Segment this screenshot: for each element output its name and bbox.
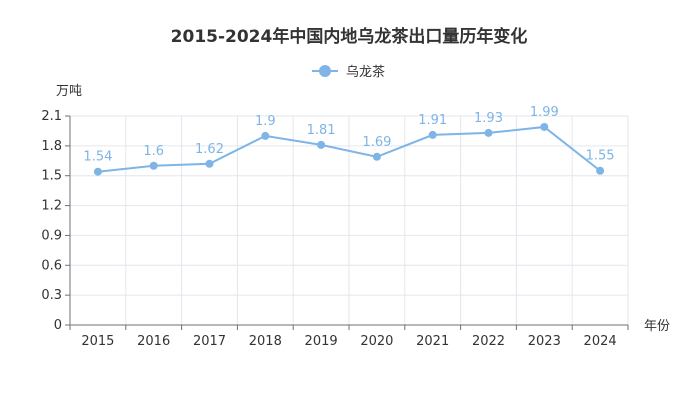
x-tick-label: 2016 (137, 334, 170, 349)
x-tick-label: 2017 (193, 334, 226, 349)
series-line (97, 125, 601, 173)
data-label: 1.81 (307, 123, 336, 138)
data-point[interactable] (93, 167, 102, 176)
x-tick-label: 2020 (360, 334, 393, 349)
y-tick-label: 0.9 (41, 228, 62, 243)
data-label: 1.91 (418, 113, 447, 128)
data-label: 1.62 (195, 142, 224, 157)
y-tick-label: 2.1 (41, 109, 62, 124)
data-point[interactable] (596, 166, 605, 175)
data-point[interactable] (428, 130, 437, 139)
chart-title: 2015-2024年中国内地乌龙茶出口量历年变化 (171, 26, 528, 47)
y-tick-label: 1.8 (41, 139, 62, 154)
x-tick-label: 2023 (528, 334, 561, 349)
x-tick-label: 2018 (249, 334, 282, 349)
data-point[interactable] (261, 131, 270, 140)
data-label: 1.69 (362, 135, 391, 150)
y-tick-label: 0.6 (41, 258, 62, 273)
legend-marker-icon (319, 65, 331, 77)
data-point[interactable] (205, 159, 214, 168)
x-tick-label: 2015 (81, 334, 114, 349)
data-label: 1.55 (586, 149, 615, 164)
data-point[interactable] (540, 122, 549, 131)
x-tick-label: 2021 (416, 334, 449, 349)
x-tick-label: 2022 (472, 334, 505, 349)
x-tick-label: 2019 (305, 334, 338, 349)
data-label: 1.6 (143, 144, 164, 159)
data-point[interactable] (149, 161, 158, 170)
data-label: 1.93 (474, 111, 503, 126)
data-point[interactable] (372, 152, 381, 161)
x-tick-label: 2024 (584, 334, 617, 349)
data-label: 1.9 (255, 114, 276, 129)
y-tick-label: 0.3 (41, 288, 62, 303)
x-axis-label: 年份 (644, 319, 670, 334)
data-point[interactable] (484, 128, 493, 137)
y-tick-label: 0 (54, 318, 62, 333)
y-axis-label: 万吨 (56, 84, 82, 99)
data-point[interactable] (317, 140, 326, 149)
data-label: 1.54 (83, 150, 112, 165)
legend[interactable]: 乌龙茶 (312, 64, 385, 80)
y-tick-label: 1.5 (41, 169, 62, 184)
y-tick-label: 1.2 (41, 199, 62, 214)
legend-label: 乌龙茶 (346, 64, 385, 80)
data-label: 1.99 (530, 105, 559, 120)
